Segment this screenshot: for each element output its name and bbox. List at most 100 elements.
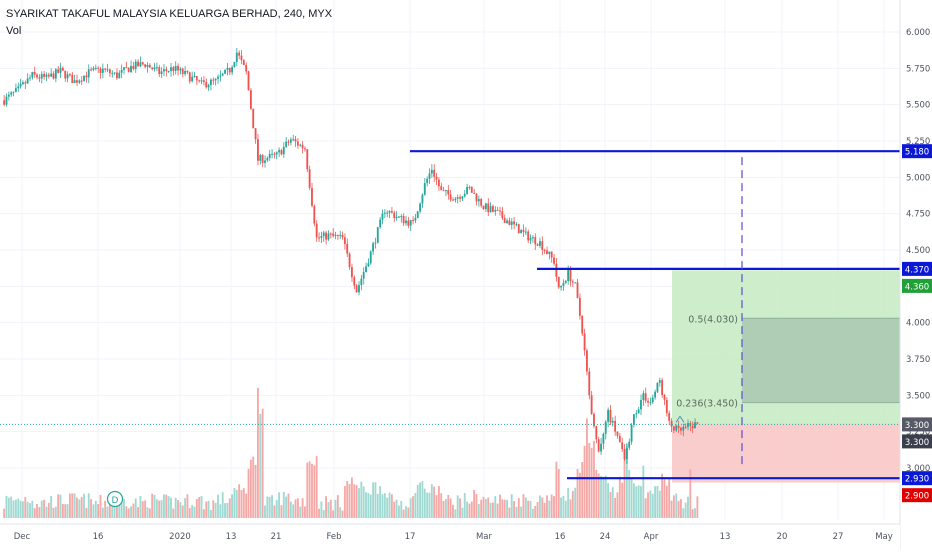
candle-body [531,237,534,239]
volume-bar [576,468,579,518]
candle-body [5,96,8,105]
volume-bar [583,445,586,518]
candle-body [593,413,595,427]
volume-bar [179,502,182,518]
candle-body [376,227,379,243]
candle-body [38,77,41,79]
candle-body [186,70,189,73]
candle-body [442,190,445,192]
volume-bar [625,443,628,518]
volume-bar [600,476,602,518]
candle-body [118,72,121,79]
volume-bar [7,497,10,518]
volume-bar [672,495,675,518]
volume-bar [496,503,499,518]
time-tick-label: 27 [833,532,844,542]
candle-body [242,60,245,65]
candle-body [658,380,661,383]
candle-body [583,333,586,351]
volume-bar [54,506,57,518]
candle-body [261,155,264,163]
volume-bar [45,506,48,518]
volume-bar [492,502,494,518]
candle-body [501,211,504,218]
volume-bar [390,494,393,518]
candle-body [45,74,48,77]
volume-bar [562,495,565,518]
volume-bar [273,505,276,518]
candle-body [94,67,97,69]
volume-bar [141,501,144,518]
volume-bar [668,477,671,518]
volume-bar [367,492,370,518]
volume-bar [449,498,452,518]
volume-bar [275,500,278,518]
volume-bar [26,501,29,518]
candle-body [127,67,130,72]
candle-body [327,233,330,240]
volume-bar [228,498,231,518]
volume-bar [588,442,591,518]
candle-body [87,69,90,78]
candle-body [240,55,243,61]
candle-body [506,220,508,223]
volume-bar [127,508,130,518]
volume-bar [687,496,689,518]
volume-bar [640,486,642,518]
volume-bar [22,501,24,518]
candle-body [116,72,118,79]
volume-bar [224,503,226,518]
candle-body [57,69,60,73]
volume-bar [419,482,421,518]
candle-body [513,221,515,225]
candle-body [308,169,311,188]
candle-body [134,61,137,69]
volume-bar [80,497,83,518]
candle-body [287,141,290,143]
volume-bar [167,496,170,518]
candle-body [280,150,283,155]
volume-bar [134,498,137,518]
candle-body [61,67,64,71]
volume-bar [195,499,198,518]
candle-body [313,205,316,224]
candle-body [468,187,471,189]
candle-body [71,74,74,84]
candle-body [271,153,273,155]
volume-bar [235,489,238,518]
candle-body [108,69,111,74]
candle-body [609,409,612,423]
candle-body [445,190,447,192]
time-tick-label: 2020 [169,532,191,542]
volume-bar [87,493,90,518]
candle-body [332,233,335,236]
candle-body [322,232,325,237]
volume-bar [158,500,161,518]
candle-body [214,78,217,81]
candle-body [564,280,567,283]
volume-bar [125,506,128,518]
time-axis[interactable]: Dec 16 2020 13 21 Feb 17 Mar 16 24 Apr 13 20 27 May [0,523,900,550]
volume-bar [355,485,358,518]
candle-body [264,160,266,163]
candle-body [647,400,649,403]
volume-bar [174,497,177,518]
candle-body [414,217,417,221]
volume-bar [421,481,424,518]
candle-body [614,420,617,432]
candle-body [600,443,602,452]
time-tick-label: 20 [777,532,788,542]
volume-bar [296,498,299,518]
candle-body [341,234,344,238]
candle-body [285,141,288,147]
volume-bar [43,499,45,518]
volume-bar [602,476,605,518]
volume-bar [231,494,233,518]
volume-bar [130,506,132,518]
volume-bar [146,507,149,518]
candle-body [393,212,396,219]
candle-body [499,210,501,212]
volume-bar [233,487,236,518]
